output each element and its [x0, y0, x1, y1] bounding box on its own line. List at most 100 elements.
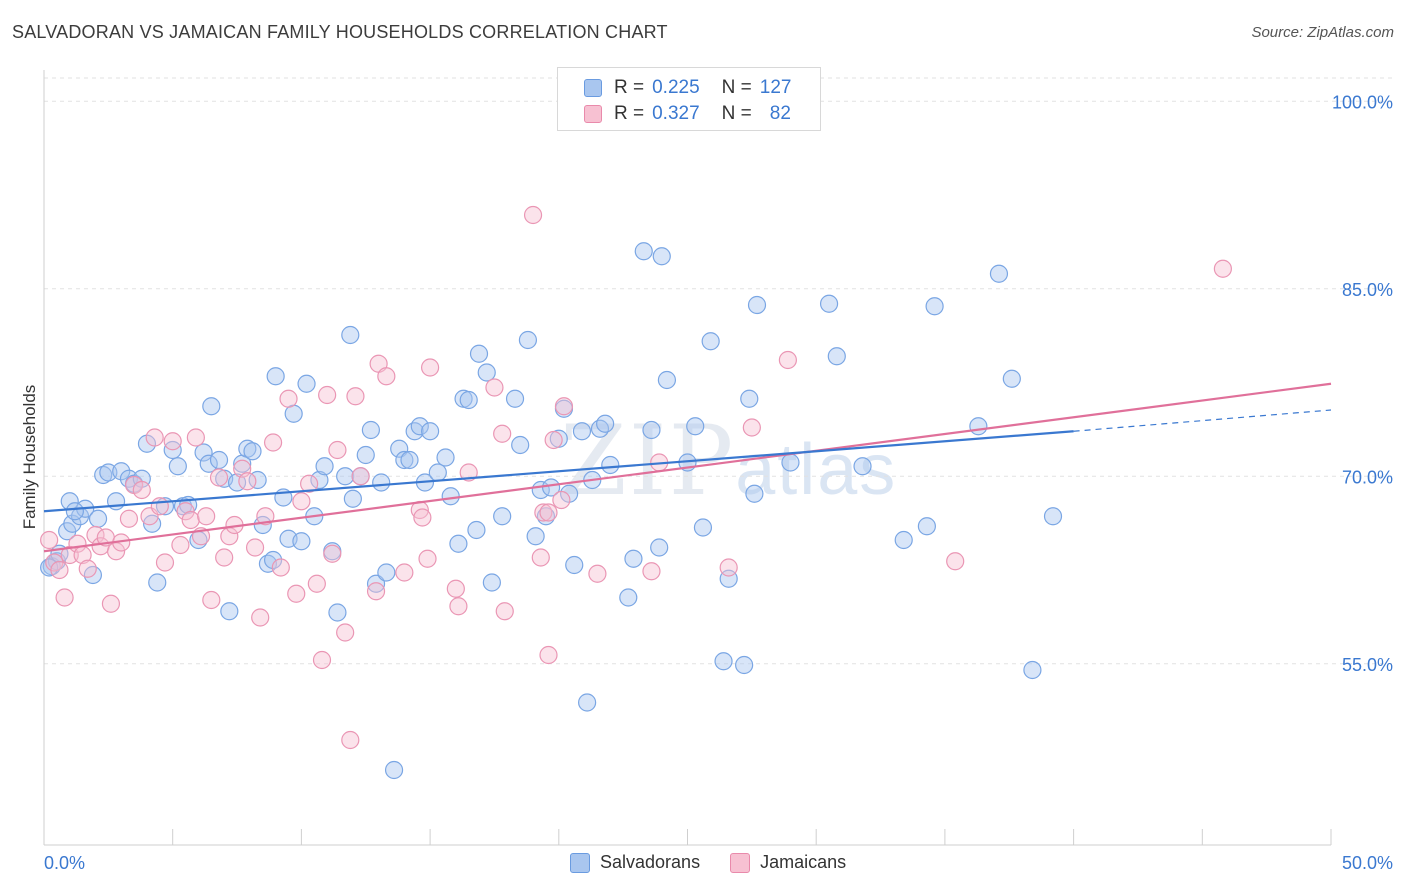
data-point [969, 417, 988, 436]
x-tick-label: 50.0% [1342, 853, 1393, 873]
data-point [307, 574, 326, 593]
data-point [421, 422, 440, 441]
data-point [413, 508, 432, 527]
data-point [735, 655, 754, 675]
data-point [346, 387, 365, 406]
data-point [65, 502, 84, 521]
data-point [263, 550, 283, 570]
data-point [405, 422, 424, 441]
legend-swatch-jamaicans [584, 105, 602, 123]
data-point [686, 417, 705, 436]
data-point [292, 492, 311, 511]
series-legend-jamaicans[interactable]: Jamaicans [730, 852, 846, 873]
series-label-salvadorans: Salvadorans [600, 852, 701, 872]
series-legend: Salvadorans Jamaicans [570, 852, 876, 873]
data-point [418, 549, 437, 568]
data-point [701, 332, 720, 351]
data-point [747, 295, 767, 315]
legend-row-jamaicans: R = 0.327 N = 82 [584, 102, 813, 126]
data-point [642, 562, 661, 581]
data-point [410, 417, 429, 436]
data-point [539, 645, 558, 665]
data-point [495, 602, 514, 621]
data-point [601, 455, 620, 475]
data-point [186, 428, 205, 447]
data-point [657, 370, 677, 390]
data-point [714, 652, 733, 671]
data-point [150, 497, 169, 516]
data-point [652, 247, 671, 266]
data-point [572, 422, 592, 441]
data-point [578, 693, 597, 712]
data-point [341, 730, 360, 750]
data-point [395, 563, 414, 582]
data-point [145, 428, 164, 447]
data-point [88, 509, 108, 528]
data-point [477, 363, 496, 382]
data-point [917, 517, 936, 536]
data-point [1002, 369, 1021, 388]
data-point [745, 484, 764, 503]
data-point [101, 594, 121, 613]
legend-n-value: 82 [769, 103, 791, 124]
data-point [310, 470, 329, 490]
y-axis-label: Family Households [20, 385, 39, 530]
legend-swatch-salvadorans [584, 79, 602, 97]
data-point [163, 432, 182, 451]
data-point [534, 503, 553, 522]
data-point [552, 490, 571, 510]
data-point [271, 558, 290, 577]
legend-row-salvadorans: R = 0.225 N = 127 [584, 76, 813, 100]
data-point [485, 378, 504, 397]
legend-r-label: R = [614, 103, 645, 124]
data-point [778, 350, 797, 370]
data-point [1213, 259, 1232, 278]
data-point [441, 487, 460, 506]
y-tick-label: 55.0% [1342, 655, 1393, 675]
data-point [99, 463, 118, 482]
series-swatch-salvadorans [570, 852, 590, 873]
data-point [781, 453, 800, 472]
data-point [341, 325, 360, 345]
data-point [287, 584, 306, 603]
x-tick-label: 0.0% [44, 853, 85, 873]
data-point [541, 478, 561, 497]
source-label: Source: ZipAtlas.com [1251, 24, 1394, 41]
data-point [78, 559, 97, 578]
data-point [40, 530, 59, 550]
data-point [112, 462, 131, 481]
data-point [467, 520, 486, 540]
y-tick-label: 70.0% [1342, 467, 1393, 487]
data-point [469, 344, 489, 363]
data-point [493, 507, 512, 526]
data-point [925, 297, 944, 316]
data-point [650, 538, 669, 557]
data-point [428, 463, 447, 482]
data-point [312, 650, 332, 670]
data-point [209, 468, 229, 487]
legend-r-value: 0.225 [652, 77, 700, 98]
data-point [518, 330, 538, 350]
data-point [539, 503, 558, 522]
data-point [251, 608, 270, 627]
data-point [336, 467, 355, 486]
data-point [421, 358, 440, 377]
data-point [459, 390, 478, 410]
data-point [328, 603, 347, 622]
data-point [372, 473, 391, 492]
data-point [588, 564, 607, 583]
data-point [642, 420, 661, 440]
data-point [132, 480, 151, 500]
series-legend-salvadorans[interactable]: Salvadorans [570, 852, 700, 873]
data-point [946, 552, 965, 571]
data-point [853, 457, 872, 476]
series-jamaicans [40, 205, 1232, 750]
data-point [238, 472, 257, 491]
data-point [446, 579, 465, 598]
data-point [523, 205, 543, 225]
data-point [400, 450, 419, 470]
data-point [279, 389, 298, 408]
data-point [148, 573, 167, 592]
data-point [256, 507, 275, 526]
